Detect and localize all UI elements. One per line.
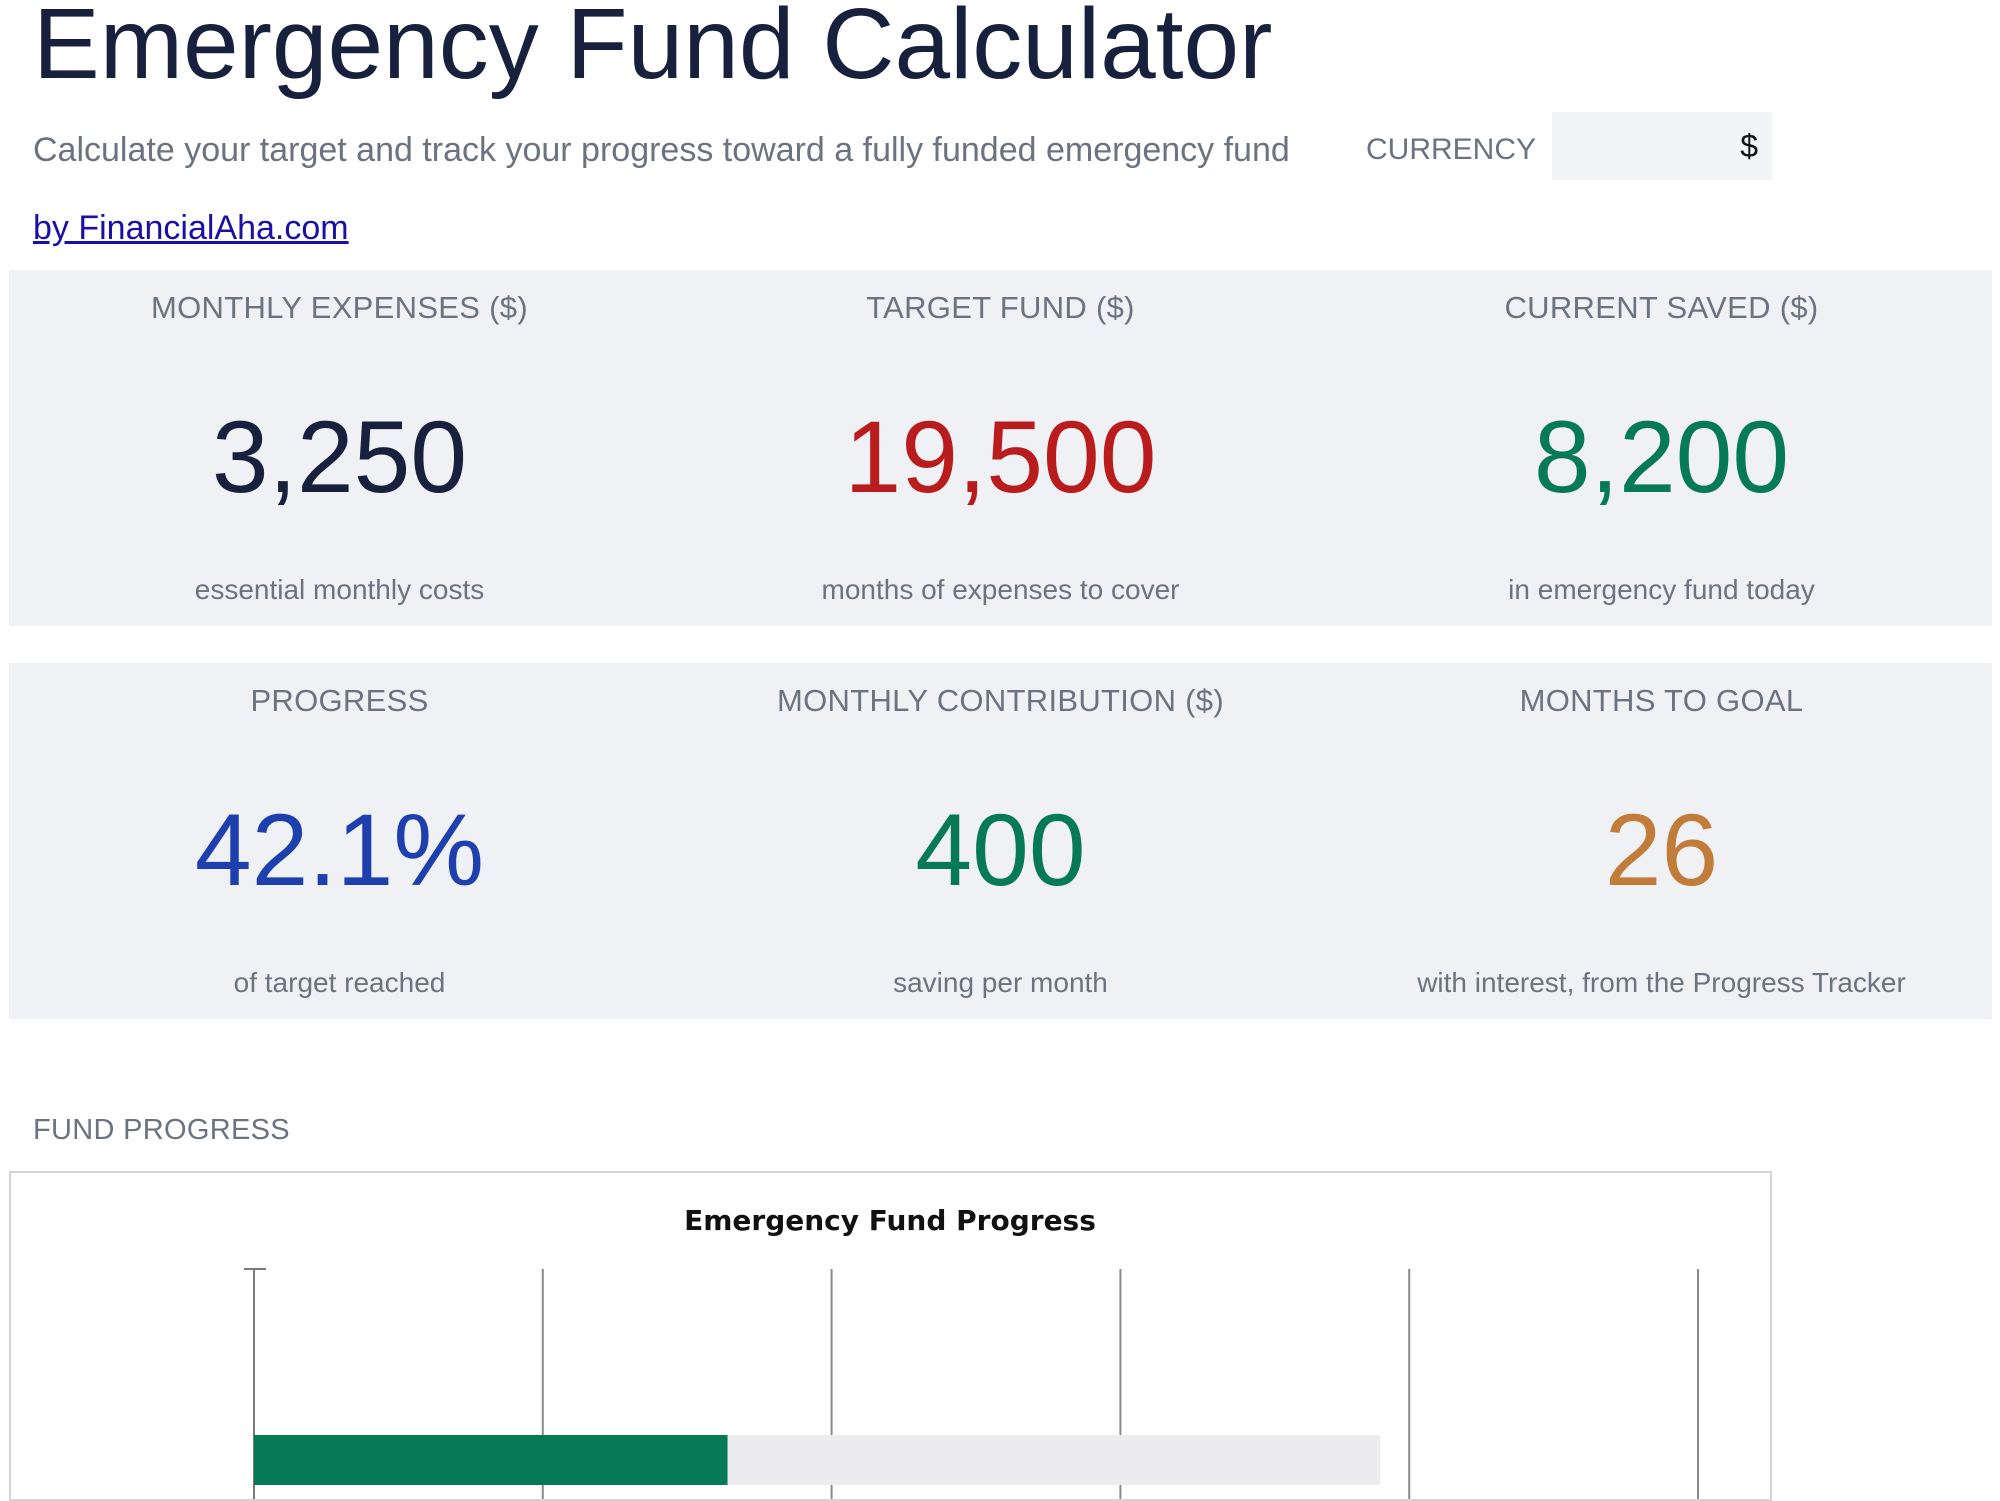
kpi-months-to-goal: MONTHS TO GOAL 26 with interest, from th… — [1331, 663, 1992, 1019]
kpi-note: saving per month — [893, 967, 1108, 998]
kpi-value: 42.1% — [194, 793, 485, 907]
kpi-label: PROGRESS — [250, 683, 429, 718]
kpi-target-fund: TARGET FUND ($) 19,500 months of expense… — [670, 270, 1331, 626]
kpi-progress: PROGRESS 42.1% of target reached — [9, 663, 670, 1019]
fund-progress-chart — [9, 1171, 1772, 1501]
kpi-band-top: MONTHLY EXPENSES ($) 3,250 essential mon… — [9, 270, 1992, 626]
currency-label: CURRENCY — [1366, 133, 1537, 166]
kpi-note: months of expenses to cover — [821, 574, 1180, 605]
chart-title: Emergency Fund Progress — [684, 1204, 1096, 1237]
page-subtitle: Calculate your target and track your pro… — [33, 131, 1290, 169]
page-title: Emergency Fund Calculator — [33, 0, 1273, 100]
kpi-value: 400 — [915, 793, 1086, 907]
chart-plot — [244, 1268, 1699, 1499]
kpi-monthly-expenses: MONTHLY EXPENSES ($) 3,250 essential mon… — [9, 270, 670, 626]
fund-progress-label: FUND PROGRESS — [33, 1114, 290, 1146]
kpi-value: 3,250 — [211, 400, 468, 514]
kpi-note: essential monthly costs — [194, 574, 485, 605]
kpi-label: MONTHLY CONTRIBUTION ($) — [777, 683, 1224, 718]
kpi-monthly-contribution: MONTHLY CONTRIBUTION ($) 400 saving per … — [670, 663, 1331, 1019]
currency-input[interactable]: $ — [1552, 112, 1772, 180]
kpi-label: CURRENT SAVED ($) — [1504, 290, 1819, 325]
bar-remaining — [727, 1435, 1381, 1485]
kpi-value: 19,500 — [844, 400, 1157, 514]
kpi-label: MONTHS TO GOAL — [1519, 683, 1804, 718]
kpi-value: 8,200 — [1533, 400, 1790, 514]
kpi-label: TARGET FUND ($) — [866, 290, 1135, 325]
bar-saved — [254, 1435, 728, 1485]
kpi-current-saved: CURRENT SAVED ($) 8,200 in emergency fun… — [1331, 270, 1992, 626]
kpi-note: in emergency fund today — [1508, 574, 1815, 605]
byline-link[interactable]: by FinancialAha.com — [33, 209, 349, 247]
kpi-value: 26 — [1604, 793, 1719, 907]
kpi-note: of target reached — [233, 967, 446, 998]
kpi-band-bottom: PROGRESS 42.1% of target reached MONTHLY… — [9, 663, 1992, 1019]
kpi-note: with interest, from the Progress Tracker — [1417, 967, 1906, 998]
kpi-label: MONTHLY EXPENSES ($) — [151, 290, 528, 325]
